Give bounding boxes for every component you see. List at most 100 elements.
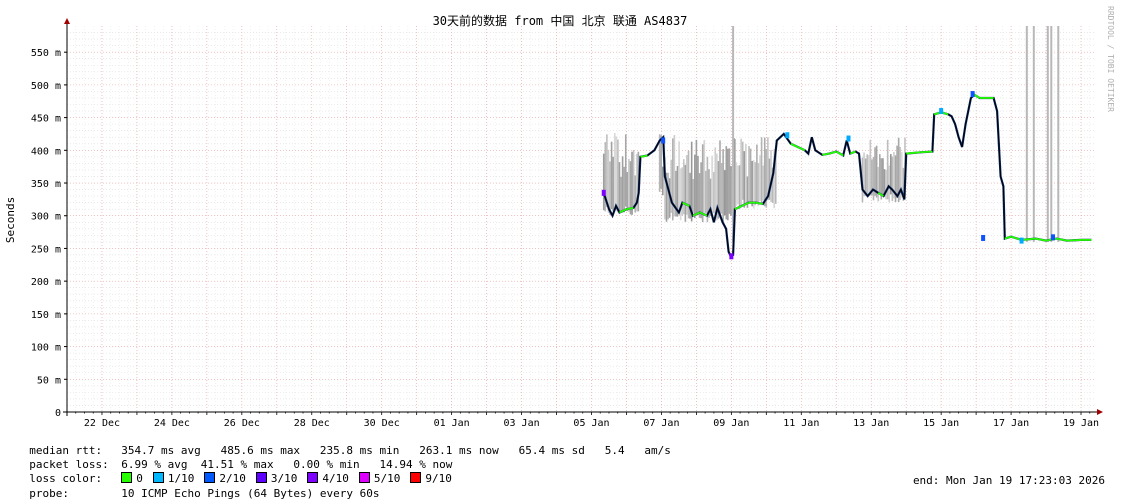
probe-row: probe: 10 ICMP Echo Pings (64 Bytes) ever…: [16, 474, 379, 500]
median-segment-noloss: [692, 211, 701, 217]
y-tick-label: 100 m: [31, 343, 61, 354]
loss-color-value: 2/10: [219, 472, 246, 485]
median-segment-noloss: [797, 146, 806, 152]
x-tick-label: 05 Jan: [573, 418, 609, 429]
loss-color-swatch: [410, 472, 422, 483]
median-line: [603, 94, 1092, 257]
median-series: [602, 93, 1092, 258]
median-segment-noloss: [1035, 237, 1047, 242]
loss-color-row: loss color: 0 1/10 2/10 3/10 4/10 5/10 9/10: [16, 459, 462, 485]
median-segment-noloss: [1066, 239, 1082, 242]
loss-color-item: 5/10: [358, 472, 401, 485]
packet-loss-label: packet loss:: [29, 458, 109, 471]
y-tick-label: 450 m: [31, 114, 61, 125]
packet-loss-row: packet loss: 6.99 % avg 41.51 % max 0.00 …: [16, 445, 452, 471]
loss-marker: [661, 137, 666, 144]
median-segment-noloss: [822, 152, 830, 156]
median-segment-noloss: [1021, 237, 1036, 241]
median-rtt-value: 354.7 ms avg 485.6 ms max 235.8 ms min 2…: [121, 444, 671, 457]
chart-grid: [66, 26, 1095, 412]
median-segment-noloss: [906, 151, 921, 155]
median-segment-noloss: [682, 201, 690, 207]
y-tick-label: 0: [55, 408, 61, 419]
loss-color-value: 5/10: [373, 472, 401, 485]
chart-title: 30天前的数据 from 中国 北京 联通 AS4837: [433, 13, 688, 28]
loss-color-item: 4/10: [307, 472, 349, 485]
median-segment-noloss: [877, 192, 884, 197]
x-tick-label: 09 Jan: [713, 418, 749, 429]
x-tick-label: 01 Jan: [434, 418, 470, 429]
y-axis-label: Seconds: [4, 197, 17, 243]
loss-color-label: loss color:: [29, 472, 103, 485]
loss-color-item: 0: [121, 472, 143, 485]
y-axis-arrow: [64, 18, 70, 24]
y-tick-label: 150 m: [31, 310, 61, 321]
smoke-band: [602, 133, 906, 223]
x-tick-label: 22 Dec: [84, 418, 120, 429]
loss-color-item: 9/10: [410, 472, 452, 485]
median-segment-noloss: [790, 142, 799, 148]
loss-color-swatch: [307, 472, 319, 483]
median-rtt-label: median rtt:: [29, 444, 103, 457]
median-segment-noloss: [849, 150, 856, 155]
loss-color-swatch: [204, 472, 216, 483]
loss-color-value: 3/10: [270, 472, 298, 485]
x-tick-label: 15 Jan: [923, 418, 959, 429]
loss-marker: [981, 234, 986, 241]
y-tick-label: 300 m: [31, 212, 61, 223]
loss-marker: [846, 135, 851, 142]
loss-color-item: 2/10: [204, 472, 246, 485]
x-tick-label: 19 Jan: [1063, 418, 1099, 429]
loss-spikes: [732, 26, 1060, 242]
loss-marker: [601, 189, 606, 196]
median-segment-noloss: [619, 208, 627, 214]
loss-color-legend: 0 1/10 2/10 3/10 4/10 5/10 9/10: [121, 472, 462, 485]
median-segment-noloss: [1056, 237, 1068, 242]
loss-markers: [601, 91, 1056, 260]
loss-marker: [1051, 234, 1056, 241]
loss-marker: [970, 91, 975, 98]
loss-color-swatch: [121, 472, 133, 483]
loss-marker: [785, 132, 790, 139]
loss-color-item: 3/10: [255, 472, 298, 485]
loss-marker: [729, 253, 734, 260]
median-segment-noloss: [741, 201, 750, 207]
x-axis-arrow: [1097, 409, 1103, 415]
median-segment-noloss: [734, 205, 743, 211]
loss-color-swatch: [358, 472, 370, 483]
median-segment-noloss: [1004, 235, 1012, 240]
x-tick-label: 17 Jan: [993, 418, 1029, 429]
packet-loss-value: 6.99 % avg 41.51 % max 0.00 % min 14.94 …: [121, 458, 453, 471]
median-rtt-row: median rtt: 354.7 ms avg 485.6 ms max 235…: [16, 431, 671, 457]
x-tick-label: 03 Jan: [503, 418, 539, 429]
loss-marker: [1019, 237, 1024, 244]
x-tick-label: 24 Dec: [154, 418, 190, 429]
x-tick-label: 07 Jan: [643, 418, 679, 429]
x-tick-label: 13 Jan: [853, 418, 889, 429]
median-segment-noloss: [920, 150, 933, 154]
loss-color-value: 0: [136, 472, 143, 485]
y-tick-label: 500 m: [31, 81, 61, 92]
loss-color-value: 9/10: [425, 472, 452, 485]
x-tick-label: 28 Dec: [294, 418, 330, 429]
y-tick-label: 350 m: [31, 179, 61, 190]
watermark: RRDTOOL / TOBI OETIKER: [1106, 6, 1115, 112]
median-segment-noloss: [829, 150, 837, 155]
median-segment-noloss: [640, 154, 648, 158]
loss-color-value: 1/10: [167, 472, 195, 485]
x-tick-label: 30 Dec: [364, 418, 400, 429]
median-segment-noloss: [835, 150, 844, 157]
loss-color-item: 1/10: [152, 472, 195, 485]
median-segment-noloss: [973, 93, 981, 99]
median-segment-noloss: [755, 201, 763, 205]
y-tick-label: 250 m: [31, 244, 61, 255]
end-timestamp: end: Mon Jan 19 17:23:03 2026: [912, 474, 1105, 487]
y-tick-label: 550 m: [31, 48, 61, 59]
y-tick-label: 50 m: [37, 375, 61, 386]
median-segment-noloss: [699, 211, 708, 217]
loss-marker: [939, 108, 944, 115]
x-tick-label: 26 Dec: [224, 418, 260, 429]
loss-color-swatch: [152, 472, 164, 483]
x-tick-label: 11 Jan: [783, 418, 819, 429]
